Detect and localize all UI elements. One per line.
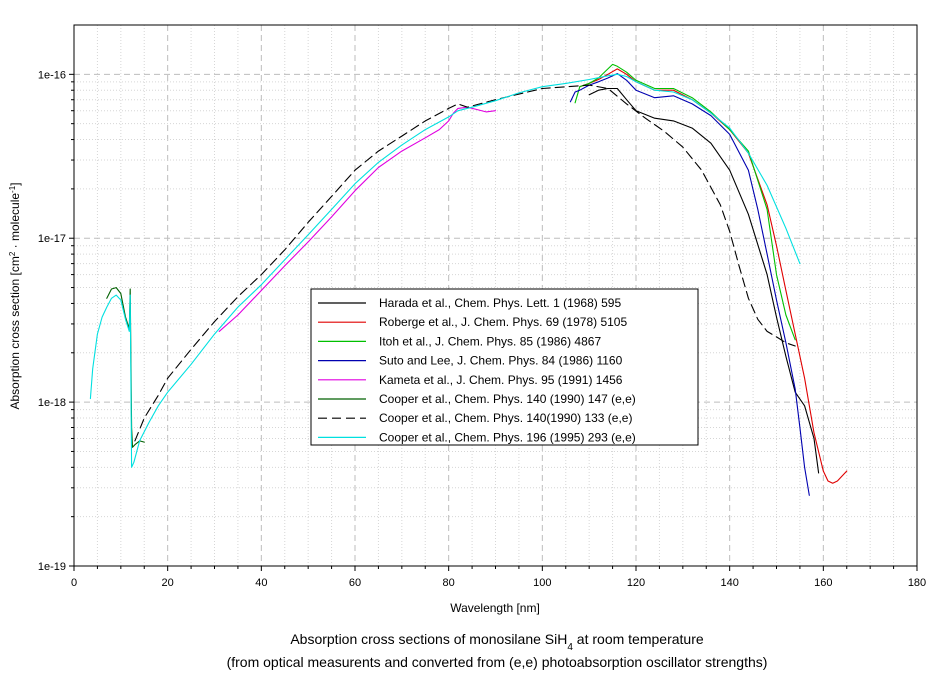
y-tick-label: 1e-16 (38, 69, 66, 81)
legend-label: Itoh et al., J. Chem. Phys. 85 (1986) 48… (379, 334, 601, 348)
y-axis-label-main: Absorption cross section [cm (8, 256, 22, 409)
y-axis-label-sup-2: -1 (8, 185, 17, 193)
series-layer (89, 63, 848, 496)
series-line-8 (89, 73, 801, 468)
series-line-7 (134, 84, 796, 442)
legend-label: Suto and Lee, J. Chem. Phys. 84 (1986) 1… (379, 354, 623, 368)
series-line-4 (569, 73, 810, 496)
x-tick-label: 160 (814, 577, 832, 589)
y-tick-label: 1e-17 (38, 233, 66, 245)
y-axis-label-end: ] (8, 182, 22, 185)
x-tick-label: 20 (162, 577, 174, 589)
y-axis-label-mid: · molecule (8, 193, 22, 252)
x-axis: 0 20 40 60 80 100 120 140 160 180 (71, 566, 926, 589)
x-tick-label: 80 (443, 577, 455, 589)
x-tick-label: 100 (533, 577, 551, 589)
legend-label: Kameta et al., J. Chem. Phys. 95 (1991) … (379, 373, 623, 387)
caption-line-2: (from optical measurents and converted f… (227, 654, 768, 670)
x-tick-label: 180 (908, 577, 926, 589)
y-axis: 1e-19 1e-18 1e-17 1e-16 (38, 69, 74, 573)
legend-label: Harada et al., Chem. Phys. Lett. 1 (1968… (379, 296, 621, 310)
legend-label: Cooper et al., Chem. Phys. 140(1990) 133… (379, 411, 632, 425)
x-axis-label: Wavelength [nm] (450, 601, 540, 615)
x-tick-label: 140 (720, 577, 738, 589)
caption-line-1-text: Absorption cross sections of monosilane … (290, 631, 567, 647)
series-line-6 (106, 287, 145, 448)
y-axis-label: Absorption cross section [cm2 · molecule… (8, 182, 23, 409)
x-tick-label: 0 (71, 577, 77, 589)
x-tick-label: 40 (255, 577, 267, 589)
legend-box (310, 288, 699, 446)
caption-line-1-suffix: at room temperature (573, 631, 704, 647)
y-tick-label: 1e-18 (38, 397, 66, 409)
legend-label: Cooper et al., Chem. Phys. 140 (1990) 14… (379, 392, 636, 406)
x-tick-label: 120 (627, 577, 645, 589)
legend-label: Roberge et al., J. Chem. Phys. 69 (1978)… (379, 315, 627, 329)
caption-line-1: Absorption cross sections of monosilane … (290, 631, 704, 653)
y-tick-label: 1e-19 (38, 561, 66, 573)
legend: Harada et al., Chem. Phys. Lett. 1 (1968… (310, 288, 699, 446)
legend-label: Cooper et al., Chem. Phys. 196 (1995) 29… (379, 430, 636, 444)
caption-subscript: 4 (567, 642, 573, 653)
x-tick-label: 60 (349, 577, 361, 589)
y-axis-label-sup-1: 2 (8, 251, 17, 256)
